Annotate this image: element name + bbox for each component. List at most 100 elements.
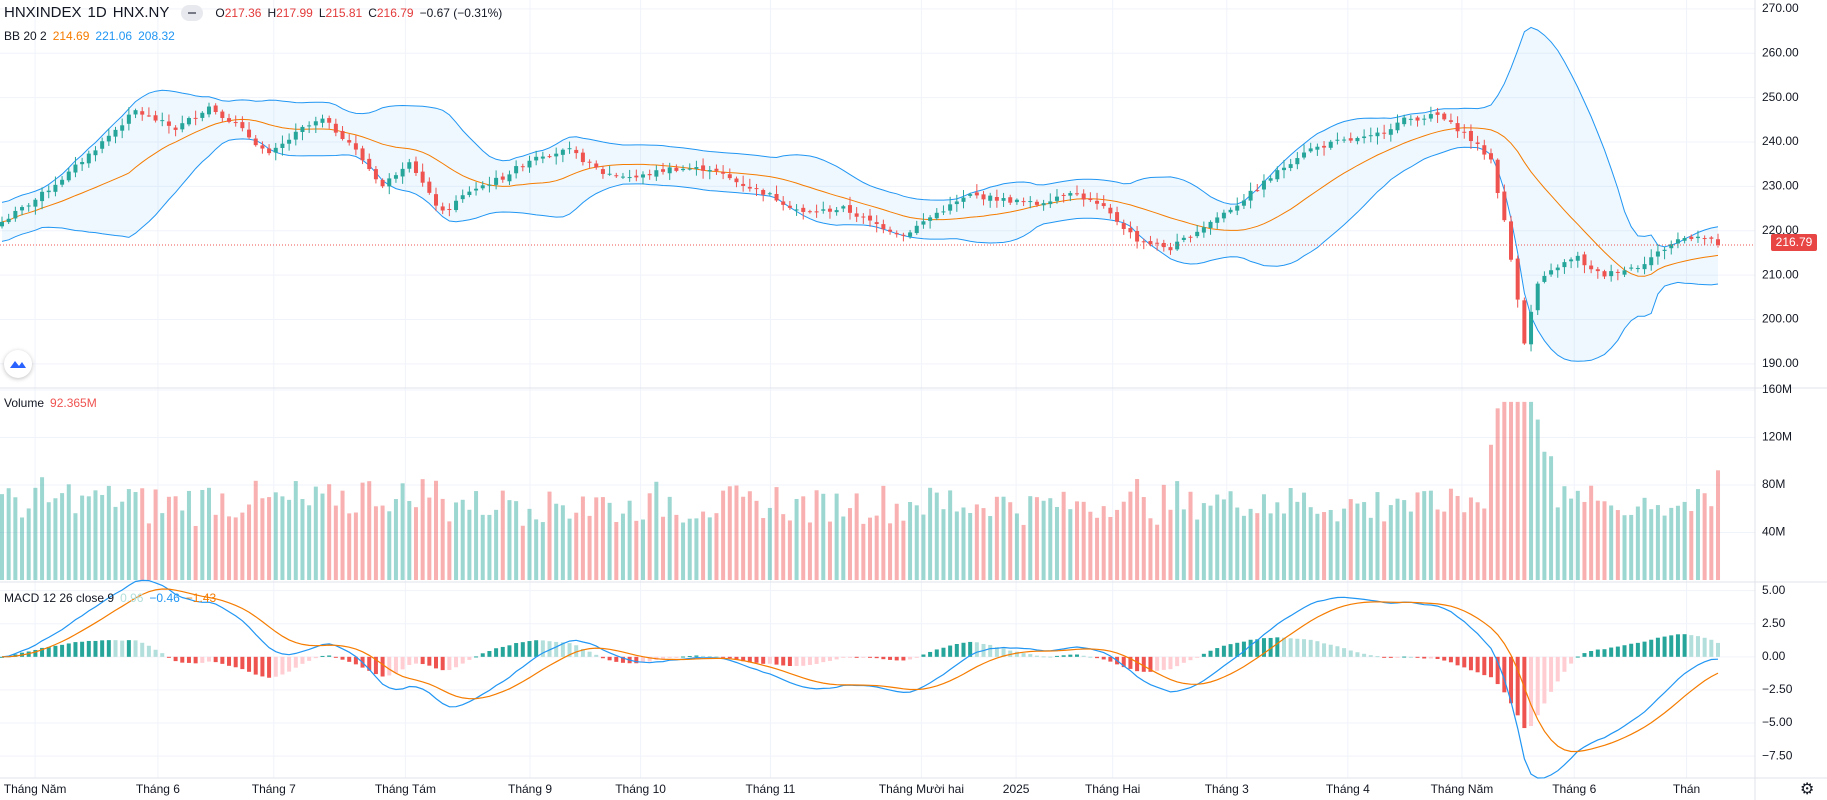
volume-bar: [240, 512, 245, 580]
macd-histogram-bar: [1702, 637, 1707, 657]
eye-icon[interactable]: [181, 4, 204, 21]
macd-histogram-bar: [1488, 656, 1493, 678]
volume-bar: [146, 523, 151, 580]
candle-body: [133, 110, 138, 115]
macd-histogram-bar: [1235, 642, 1240, 657]
volume-bar: [948, 490, 953, 580]
volume-bar: [721, 490, 726, 580]
candle-body: [667, 167, 672, 174]
volume-bar: [253, 480, 258, 580]
volume-bar: [1081, 501, 1086, 580]
volume-bar: [587, 515, 592, 580]
candle-body: [1288, 164, 1293, 169]
volume-bar: [734, 485, 739, 580]
volume-bar: [1502, 401, 1507, 580]
macd-histogram-bar: [220, 656, 225, 664]
macd-histogram-bar: [807, 656, 812, 665]
candle-body: [380, 179, 385, 187]
macd-histogram-bar: [661, 656, 666, 660]
volume-bar: [6, 488, 11, 580]
candle-body: [868, 215, 873, 221]
volume-bar: [313, 486, 318, 580]
macd-histogram-bar: [1602, 649, 1607, 657]
candle-body: [494, 177, 499, 185]
macd-histogram-bar: [1428, 656, 1433, 659]
macd-histogram-bar: [1095, 656, 1100, 659]
symbol-name[interactable]: HNXINDEX: [4, 4, 82, 21]
candle-body: [1455, 123, 1460, 132]
price-tick-label: 230.00: [1762, 179, 1799, 193]
volume-bar: [1669, 507, 1674, 580]
macd-histogram-bar: [1675, 634, 1680, 657]
volume-bar: [908, 501, 913, 580]
candle-body: [153, 115, 158, 121]
volume-bar: [520, 525, 525, 580]
volume-bar: [701, 511, 706, 580]
volume-bar: [934, 492, 939, 580]
macd-histogram-bar: [1395, 656, 1400, 658]
interval[interactable]: 1D: [87, 4, 107, 21]
volume-bar: [133, 492, 138, 580]
macd-histogram-bar: [327, 655, 332, 657]
volume-bar: [894, 503, 899, 580]
time-tick-label: Tháng Tám: [375, 782, 436, 796]
volume-bar: [507, 500, 512, 580]
macd-histogram-bar: [1635, 642, 1640, 657]
volume-bar: [213, 514, 218, 580]
candle-body: [413, 161, 418, 173]
macd-histogram-bar: [287, 656, 292, 672]
time-tick-label: Tháng Hai: [1085, 782, 1140, 796]
macd-histogram-bar: [434, 656, 439, 669]
bb-legend[interactable]: BB 20 2 214.69 221.06 208.32: [4, 29, 175, 43]
macd-histogram-bar: [540, 640, 545, 657]
macd-histogram-bar: [1642, 641, 1647, 657]
candle-body: [534, 156, 539, 161]
macd-histogram-bar: [1175, 656, 1180, 667]
volume-bar: [620, 513, 625, 580]
volume-bar: [320, 493, 325, 580]
volume-bar: [654, 481, 659, 580]
macd-histogram-bar: [1669, 635, 1674, 657]
macd-histogram-bar: [380, 656, 385, 677]
volume-bar: [1602, 501, 1607, 580]
symbol-legend: HNXINDEX 1D HNX.NY O217.36 H217.99 L215.…: [4, 4, 502, 21]
candle-body: [1382, 132, 1387, 134]
volume-bar: [767, 507, 772, 580]
volume-bar: [994, 496, 999, 580]
candle-body: [1569, 259, 1574, 262]
candle-body: [1201, 227, 1206, 233]
macd-histogram-bar: [934, 649, 939, 657]
volume-bar: [1001, 496, 1006, 580]
macd-histogram-bar: [574, 645, 579, 657]
volume-bar: [1175, 481, 1180, 580]
candle-body: [1141, 241, 1146, 243]
candle-body: [287, 139, 292, 144]
macd-histogram-bar: [1302, 639, 1307, 657]
volume-bar: [1302, 492, 1307, 580]
macd-histogram-bar: [1148, 656, 1153, 672]
candle-body: [1395, 122, 1400, 131]
macd-histogram-bar: [767, 656, 772, 664]
macd-histogram-bar: [307, 656, 312, 661]
candle-body: [1635, 268, 1640, 270]
macd-histogram-bar: [106, 640, 111, 657]
macd-histogram-bar: [253, 656, 258, 675]
macd-histogram-bar: [180, 656, 185, 663]
volume-legend[interactable]: Volume 92.365M: [4, 396, 97, 410]
macd-histogram-bar: [1248, 639, 1253, 657]
price-tick-label: 210.00: [1762, 267, 1799, 281]
volume-bars: [0, 401, 1721, 580]
gear-icon[interactable]: ⚙: [1800, 781, 1815, 798]
candle-body: [193, 117, 198, 119]
volume-bar: [667, 496, 672, 580]
candle-body: [1115, 212, 1120, 222]
macd-legend[interactable]: MACD 12 26 close 9 0.96 −0.46 −1.43: [4, 591, 216, 605]
macd-histogram-bar: [1221, 645, 1226, 657]
candle-body: [307, 125, 312, 127]
time-tick-label: Tháng Mười hai: [879, 782, 964, 796]
volume-bar: [988, 516, 993, 580]
macd-histogram-bar: [1522, 656, 1527, 729]
macd-histogram-bar: [701, 655, 706, 657]
tradingview-logo-icon[interactable]: [4, 350, 32, 378]
